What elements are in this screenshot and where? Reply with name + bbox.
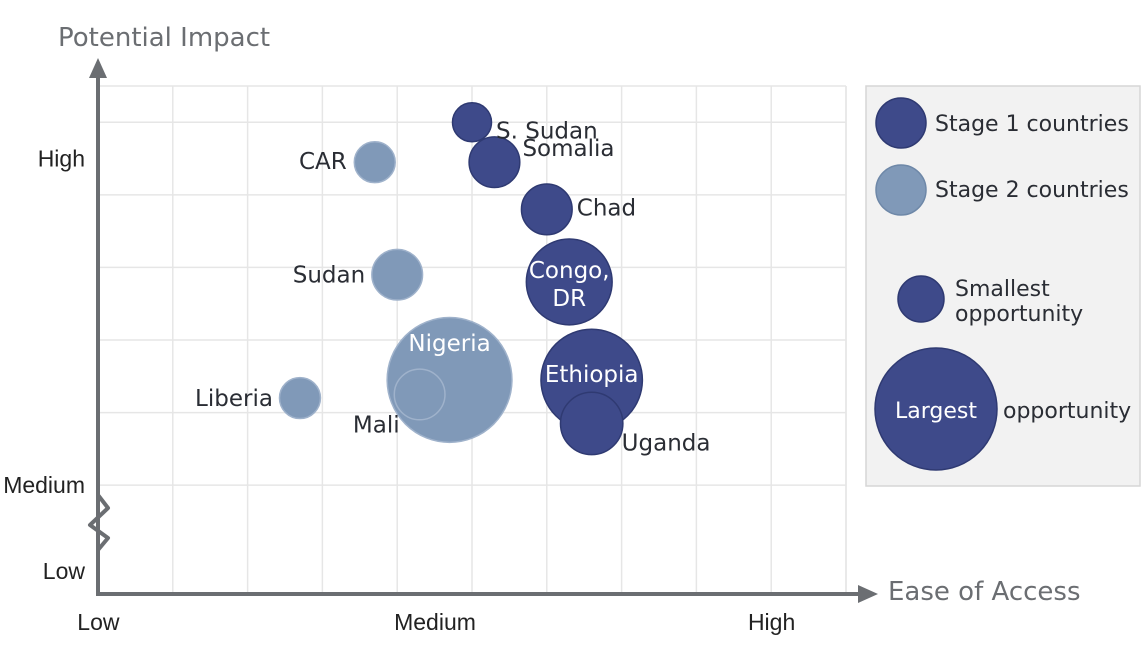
y-axis-title: Potential Impact xyxy=(58,23,270,53)
legend-smallest-label: Smallest opportunity xyxy=(955,277,1083,327)
bubble-chad xyxy=(520,183,573,236)
bubble-liberia xyxy=(278,376,322,420)
bubble-label-ethiopia: Ethiopia xyxy=(545,362,639,388)
bubble-label-uganda: Uganda xyxy=(622,430,711,456)
x-tick-label: High xyxy=(748,609,795,635)
x-tick-label: Medium xyxy=(394,609,476,635)
bubble-s-sudan xyxy=(451,102,493,143)
axes: Potential Impact Ease of Access xyxy=(58,23,1081,607)
x-tick-label: Low xyxy=(77,609,120,635)
bubble-mali xyxy=(393,368,446,421)
x-axis-arrow xyxy=(858,585,878,603)
bubble-label-mali: Mali xyxy=(353,412,400,438)
bubble-labels: Nigeria Ethiopia Congo, DR Uganda Somalia Chad… xyxy=(195,118,710,456)
bubble-label-liberia: Liberia xyxy=(195,386,273,412)
bubble-car xyxy=(353,140,396,184)
legend-largest-inner-label: Largest xyxy=(895,399,977,424)
legend-largest-bubble xyxy=(874,347,998,471)
y-tick-label: High xyxy=(38,146,85,172)
legend-smallest-bubble xyxy=(897,275,945,323)
bubble-congo-dr xyxy=(525,238,613,326)
bubble-label-sudan: Sudan xyxy=(293,263,365,289)
legend-swatch-stage1 xyxy=(875,97,927,149)
x-axis-title: Ease of Access xyxy=(888,577,1081,607)
bubble-label-nigeria: Nigeria xyxy=(408,331,490,357)
bubble-label-car: CAR xyxy=(299,149,347,175)
legend-swatch-stage2 xyxy=(875,164,927,216)
legend: Stage 1 countries Stage 2 countries Smal… xyxy=(865,85,1141,487)
tick-labels: Low Medium High Low Medium High xyxy=(3,146,795,635)
bubble-sudan xyxy=(371,248,424,301)
legend-label-stage1: Stage 1 countries xyxy=(935,112,1129,137)
bubble-label-somalia: Somalia xyxy=(522,136,614,162)
y-axis-line xyxy=(88,72,110,594)
bubble-label-s-sudan: S. Sudan xyxy=(496,118,598,144)
y-tick-label: Low xyxy=(43,558,86,584)
legend-label-stage2: Stage 2 countries xyxy=(935,178,1129,203)
bubbles xyxy=(278,102,644,456)
bubble-label-congo-dr: Congo, DR xyxy=(529,258,610,312)
bubble-label-chad: Chad xyxy=(577,195,636,221)
y-tick-label: Medium xyxy=(3,472,85,498)
y-axis-arrow xyxy=(89,58,107,78)
bubble-somalia xyxy=(468,136,521,189)
legend-largest-outer-label: opportunity xyxy=(1003,399,1131,424)
bubble-uganda xyxy=(559,391,624,456)
